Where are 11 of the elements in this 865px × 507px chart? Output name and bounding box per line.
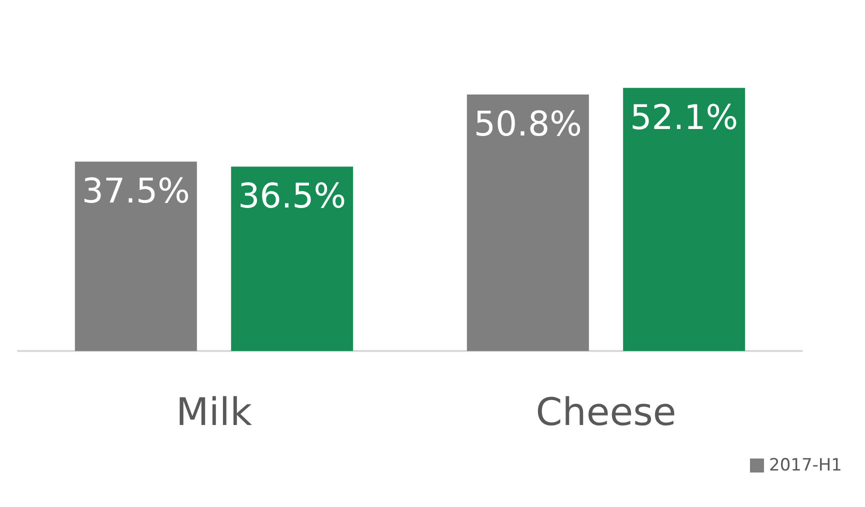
bar: [231, 166, 354, 351]
data-label: 52.1%: [630, 98, 738, 138]
bar: [466, 94, 589, 351]
bar: [623, 88, 746, 351]
legend-label: 2017-H1: [769, 456, 842, 476]
data-label: 50.8%: [474, 104, 582, 144]
bar: [74, 162, 197, 351]
x-tick-label: Milk: [176, 390, 252, 434]
data-label: 36.5%: [238, 176, 346, 217]
x-tick-label: Cheese: [536, 390, 676, 434]
data-label: 37.5%: [82, 172, 190, 212]
